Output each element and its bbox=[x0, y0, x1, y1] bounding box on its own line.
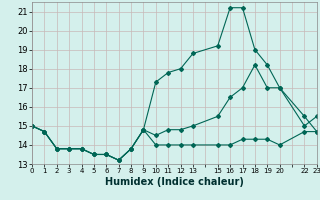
X-axis label: Humidex (Indice chaleur): Humidex (Indice chaleur) bbox=[105, 177, 244, 187]
